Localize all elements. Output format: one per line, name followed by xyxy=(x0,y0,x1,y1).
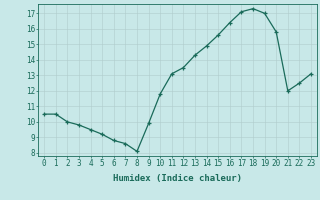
X-axis label: Humidex (Indice chaleur): Humidex (Indice chaleur) xyxy=(113,174,242,183)
